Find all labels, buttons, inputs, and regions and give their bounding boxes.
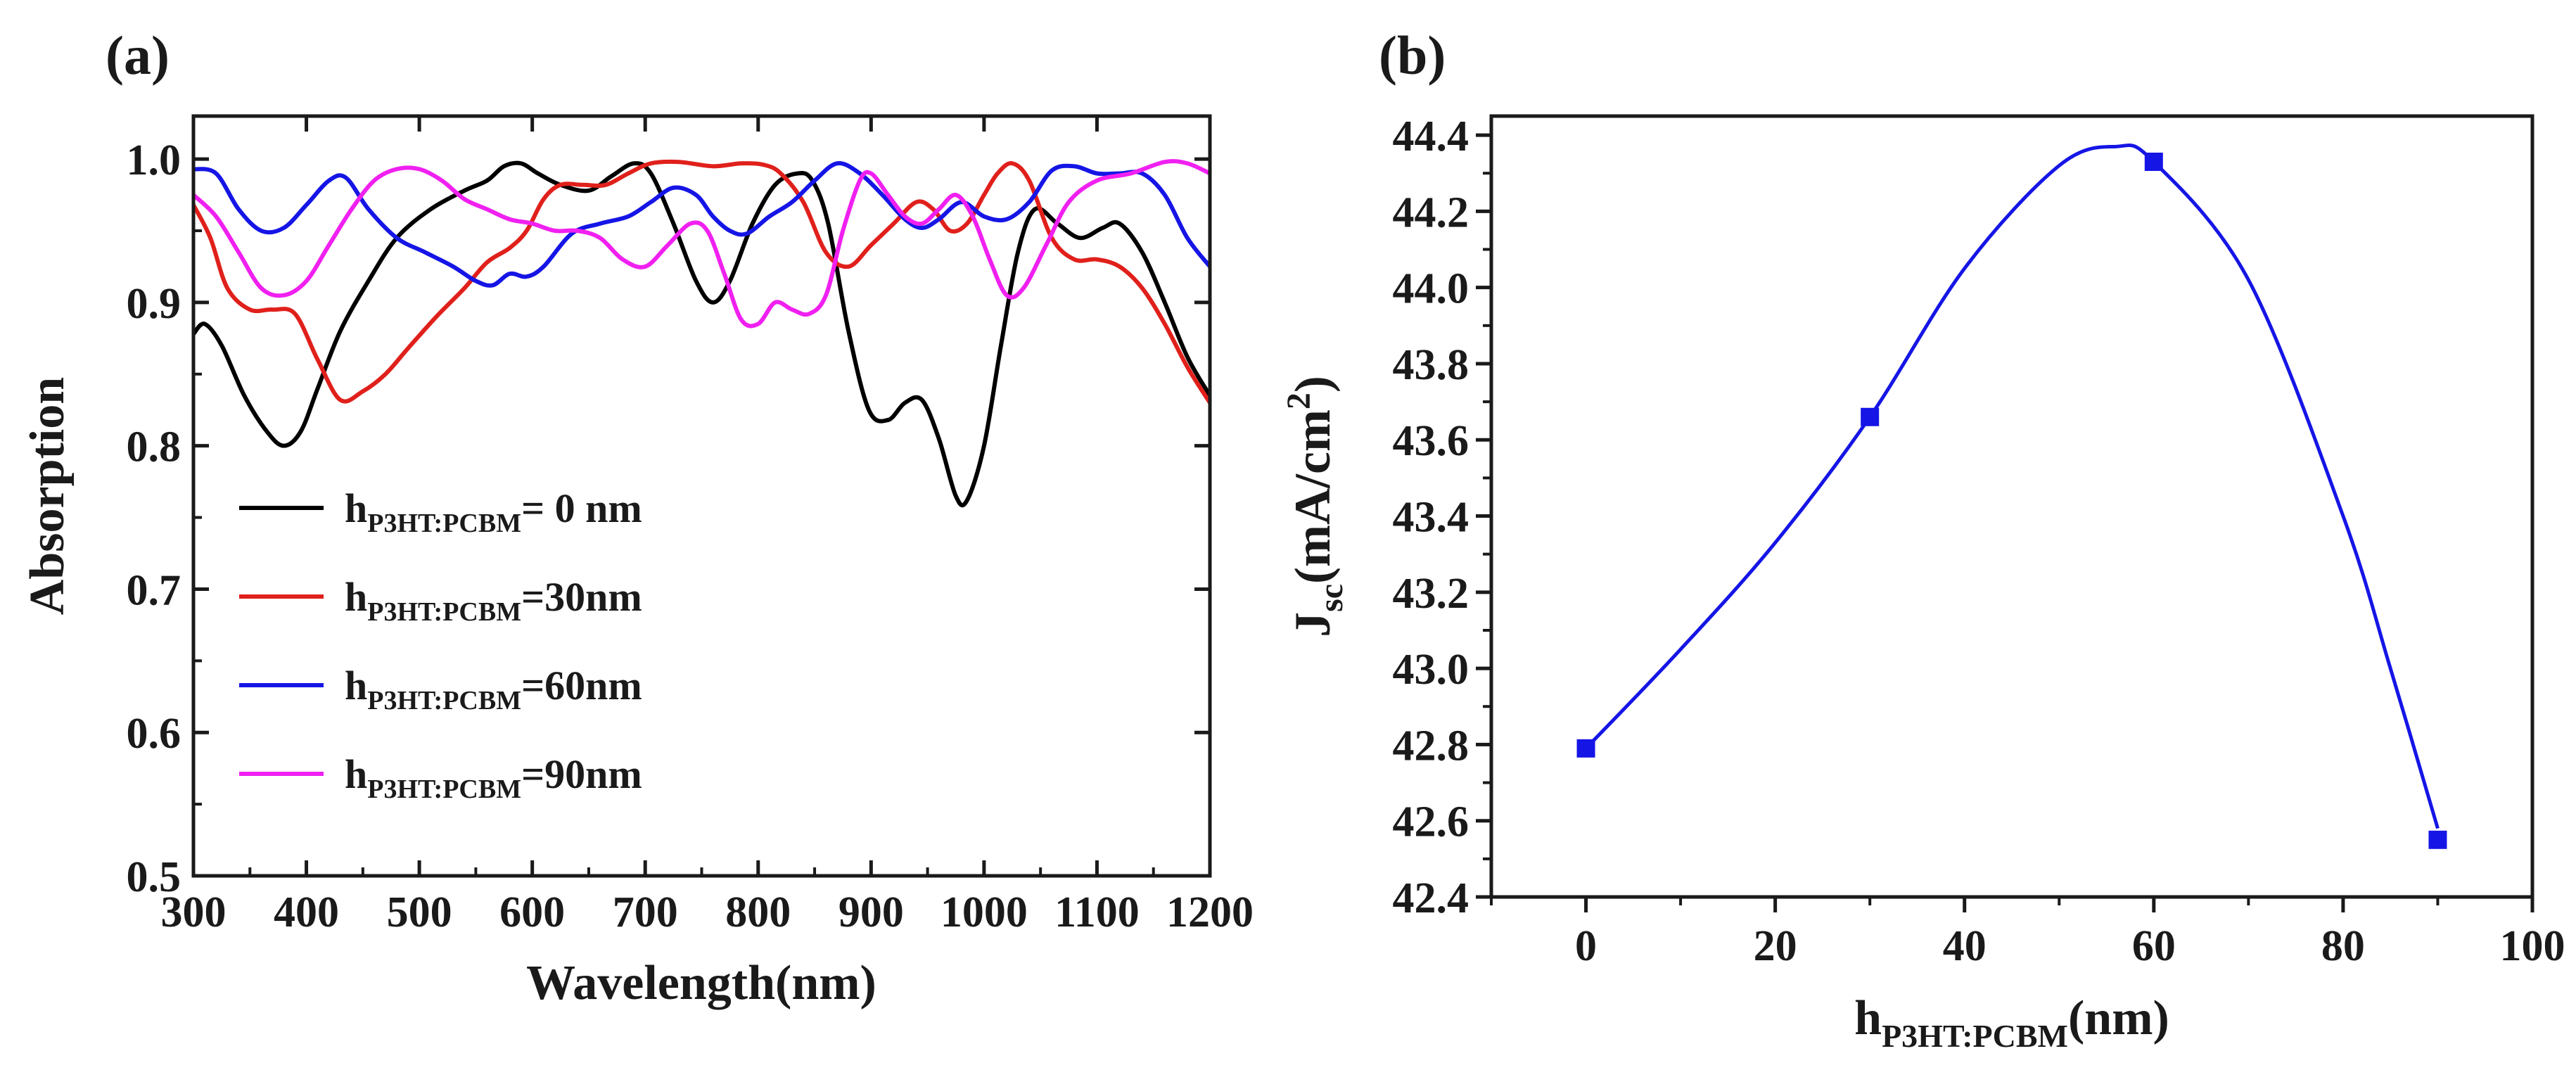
legend-label-60nm: hP3HT:PCBM=60nm <box>345 663 642 715</box>
panel-b-x-ticks: 0 20 40 60 80 100 <box>1490 897 2565 970</box>
x-tick-label: 400 <box>274 889 339 936</box>
panel-a-legend: hP3HT:PCBM= 0 nm hP3HT:PCBM=30nm hP3HT:P… <box>239 485 642 804</box>
legend-entry: hP3HT:PCBM=30nm <box>239 574 642 627</box>
x-tick-label: 40 <box>1943 922 1987 970</box>
x-tick-label: 700 <box>613 889 678 936</box>
y-tick-label: 0.7 <box>127 566 181 614</box>
x-tick-label: 100 <box>2500 922 2565 970</box>
legend-entry: hP3HT:PCBM= 0 nm <box>239 485 642 538</box>
x-tick-label: 900 <box>839 889 904 936</box>
legend-label-90nm: hP3HT:PCBM=90nm <box>345 751 642 804</box>
x-tick-label: 300 <box>161 889 227 936</box>
y-tick-label: 44.4 <box>1393 113 1469 160</box>
x-tick-label: 0 <box>1575 922 1597 970</box>
y-tick-label: 43.6 <box>1393 417 1469 465</box>
y-tick-label: 1.0 <box>127 136 181 184</box>
y-tick-label: 0.9 <box>127 280 181 328</box>
panel-b-y-axis-label: Jsc(mA/cm2) <box>1280 376 1350 637</box>
y-tick-label: 43.2 <box>1393 570 1469 618</box>
y-tick-label: 43.8 <box>1393 341 1469 389</box>
panel-b: (b) 42.4 42.6 42.8 43.0 43.2 43.4 43.6 43.8 44.0… <box>1280 25 2565 1054</box>
panel-b-axes-frame <box>1489 114 2534 899</box>
series-line-2 <box>193 161 1212 288</box>
x-tick-label: 500 <box>387 889 452 936</box>
series-line-3 <box>191 159 1211 329</box>
y-tick-label: 0.6 <box>127 710 181 758</box>
panel-b-plot <box>1576 144 2447 849</box>
panel-a-x-ticks: 300 400 500 600 700 800 900 1000 1100 1200 <box>161 116 1254 936</box>
panel-b-y-ticks: 42.4 42.6 42.8 43.0 43.2 43.4 43.6 43.8 44.0 44.2… <box>1393 113 1491 922</box>
y-tick-label: 43.4 <box>1393 494 1469 542</box>
x-tick-label: 1200 <box>1166 889 1254 936</box>
y-tick-label: 44.0 <box>1393 265 1469 313</box>
y-tick-label: 0.5 <box>127 853 181 901</box>
panel-b-x-axis-label: hP3HT:PCBM(nm) <box>1854 991 2169 1054</box>
y-tick-label: 42.6 <box>1393 798 1469 846</box>
data-point <box>2428 830 2447 849</box>
panel-a-y-ticks: 0.5 0.6 0.7 0.8 0.9 1.0 <box>127 136 1210 901</box>
data-point <box>1861 407 1880 426</box>
panel-a: (a) 0.5 0.6 0.7 0.8 0.9 1.0 300 400 500 600 700 80… <box>20 25 1254 1010</box>
y-tick-label: 42.4 <box>1393 874 1469 922</box>
x-tick-label: 80 <box>2321 922 2365 970</box>
x-tick-label: 600 <box>499 889 565 936</box>
fit-curve <box>1584 144 2440 829</box>
panel-a-series-lines <box>191 159 1212 508</box>
y-tick-label: 0.8 <box>127 423 181 471</box>
panel-a-label: (a) <box>106 25 170 86</box>
y-tick-label: 44.2 <box>1393 189 1469 236</box>
legend-entry: hP3HT:PCBM=90nm <box>239 751 642 804</box>
y-tick-label: 42.8 <box>1393 722 1469 770</box>
data-point <box>2144 152 2163 171</box>
y-tick-label: 43.0 <box>1393 646 1469 694</box>
x-tick-label: 1000 <box>941 889 1028 936</box>
legend-label-0nm: hP3HT:PCBM= 0 nm <box>345 485 642 538</box>
x-tick-label: 800 <box>725 889 791 936</box>
x-tick-label: 20 <box>1754 922 1797 970</box>
legend-entry: hP3HT:PCBM=60nm <box>239 663 642 715</box>
panel-a-x-axis-label: Wavelength(nm) <box>526 956 876 1010</box>
x-tick-label: 1100 <box>1054 889 1140 936</box>
panel-a-y-axis-label: Absorption <box>20 377 75 615</box>
x-tick-label: 60 <box>2132 922 2176 970</box>
panel-b-label: (b) <box>1379 25 1446 86</box>
legend-label-30nm: hP3HT:PCBM=30nm <box>345 574 642 627</box>
data-point <box>1576 739 1595 758</box>
